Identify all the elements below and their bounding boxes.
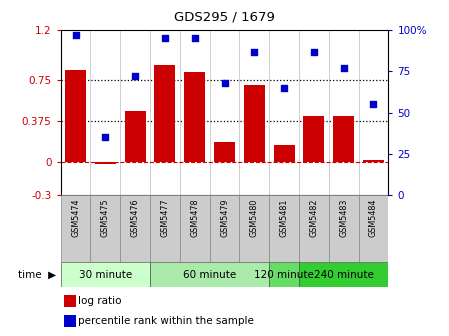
- Text: 240 minute: 240 minute: [314, 270, 374, 280]
- Text: GSM5479: GSM5479: [220, 198, 229, 237]
- Point: [191, 36, 198, 41]
- Text: 30 minute: 30 minute: [79, 270, 132, 280]
- Text: log ratio: log ratio: [78, 296, 122, 306]
- Point: [340, 66, 347, 71]
- Bar: [274, 145, 295, 162]
- Point: [102, 135, 109, 140]
- Text: GSM5482: GSM5482: [309, 198, 318, 237]
- Bar: [154, 66, 175, 162]
- Text: GSM5481: GSM5481: [280, 198, 289, 237]
- Bar: [61, 195, 90, 262]
- Bar: [120, 195, 150, 262]
- Bar: [244, 85, 265, 162]
- Text: GSM5484: GSM5484: [369, 198, 378, 237]
- Bar: [333, 116, 354, 162]
- Bar: [304, 116, 324, 162]
- Bar: [184, 72, 205, 162]
- Text: GSM5478: GSM5478: [190, 198, 199, 237]
- Text: GSM5477: GSM5477: [160, 198, 169, 237]
- Point: [281, 85, 288, 91]
- Text: 60 minute: 60 minute: [183, 270, 236, 280]
- Bar: [363, 160, 384, 162]
- Bar: [239, 195, 269, 262]
- Text: GSM5474: GSM5474: [71, 198, 80, 237]
- Text: GSM5476: GSM5476: [131, 198, 140, 237]
- Bar: [299, 195, 329, 262]
- Bar: [65, 70, 86, 162]
- Point: [370, 101, 377, 107]
- Point: [310, 49, 317, 54]
- Text: 120 minute: 120 minute: [254, 270, 314, 280]
- Bar: [299, 262, 388, 287]
- Bar: [125, 112, 145, 162]
- Bar: [95, 162, 116, 164]
- Point: [72, 33, 79, 38]
- Bar: [61, 262, 150, 287]
- Text: GSM5475: GSM5475: [101, 198, 110, 237]
- Text: GSM5480: GSM5480: [250, 198, 259, 237]
- Text: percentile rank within the sample: percentile rank within the sample: [78, 316, 254, 326]
- Bar: [269, 262, 299, 287]
- Bar: [64, 295, 76, 307]
- Text: GSM5483: GSM5483: [339, 198, 348, 237]
- Bar: [150, 262, 269, 287]
- Text: GDS295 / 1679: GDS295 / 1679: [174, 10, 275, 23]
- Bar: [90, 195, 120, 262]
- Point: [221, 80, 228, 86]
- Point: [132, 74, 139, 79]
- Bar: [150, 195, 180, 262]
- Bar: [359, 195, 388, 262]
- Bar: [214, 142, 235, 162]
- Bar: [180, 195, 210, 262]
- Text: time  ▶: time ▶: [18, 270, 56, 280]
- Bar: [329, 195, 359, 262]
- Point: [251, 49, 258, 54]
- Point: [161, 36, 168, 41]
- Bar: [210, 195, 239, 262]
- Bar: [64, 315, 76, 327]
- Bar: [269, 195, 299, 262]
